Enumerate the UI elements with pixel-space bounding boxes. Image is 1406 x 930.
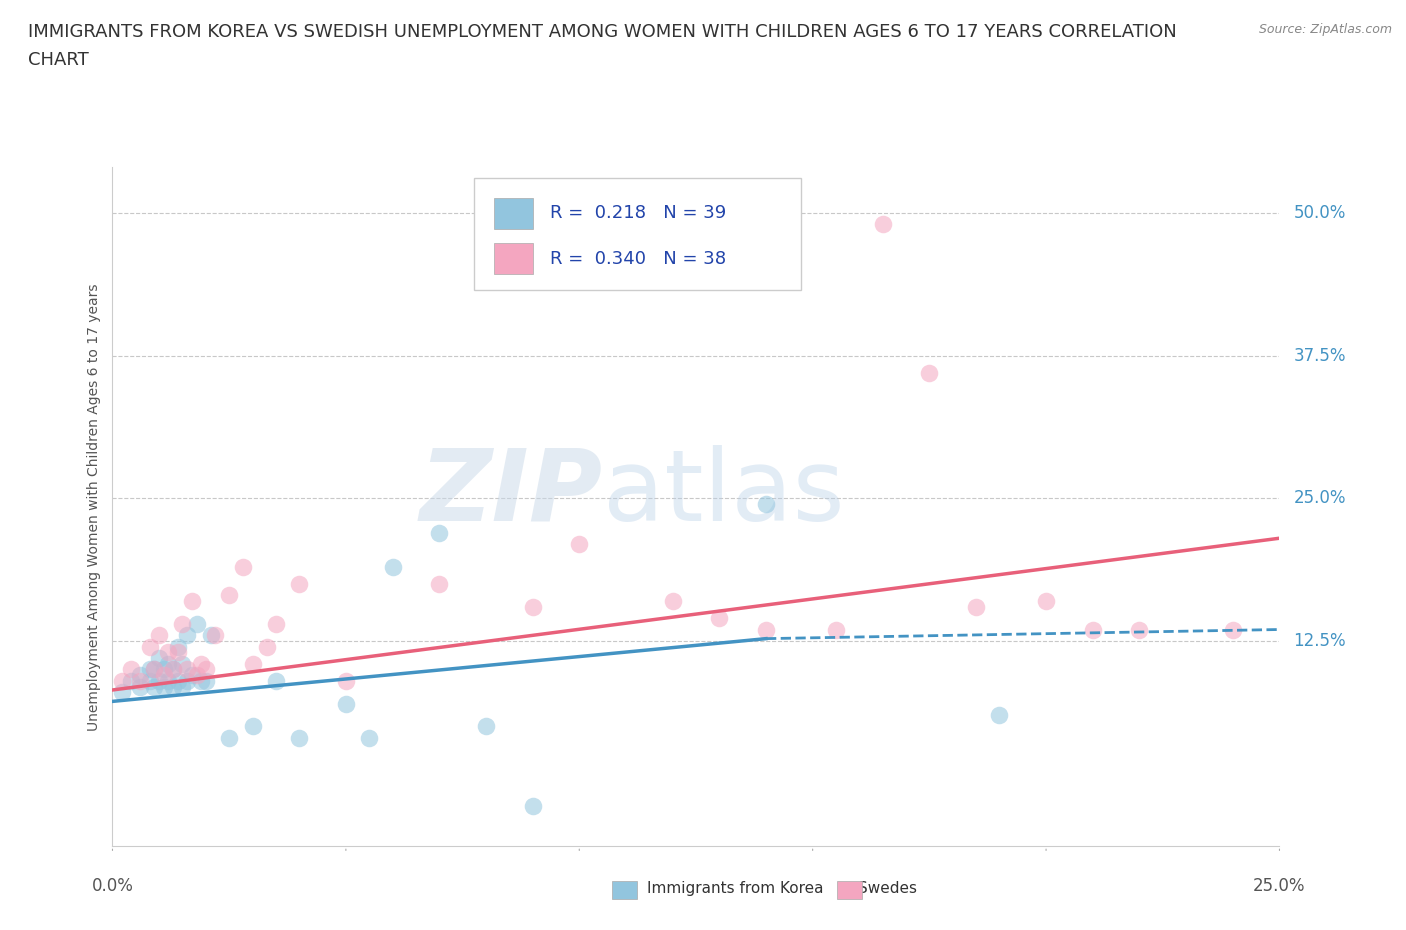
Point: [186, 668, 208, 683]
Point: [157, 657, 180, 671]
Point: [335, 673, 357, 688]
Point: [120, 673, 142, 688]
Point: [139, 662, 162, 677]
Point: [190, 657, 212, 671]
Point: [143, 662, 166, 677]
Text: Source: ZipAtlas.com: Source: ZipAtlas.com: [1258, 23, 1392, 36]
Point: [264, 673, 287, 688]
Point: [153, 668, 176, 683]
Point: [242, 657, 264, 671]
Point: [568, 537, 591, 551]
Text: IMMIGRANTS FROM KOREA VS SWEDISH UNEMPLOYMENT AMONG WOMEN WITH CHILDREN AGES 6 T: IMMIGRANTS FROM KOREA VS SWEDISH UNEMPLO…: [28, 23, 1177, 41]
Point: [162, 662, 184, 677]
Point: [157, 644, 180, 659]
Point: [872, 217, 894, 232]
Point: [166, 644, 188, 659]
Point: [218, 730, 240, 745]
Point: [129, 673, 152, 688]
Point: [264, 617, 287, 631]
Point: [709, 611, 731, 626]
Point: [139, 639, 162, 654]
Point: [1128, 622, 1150, 637]
Point: [166, 673, 188, 688]
Text: 25.0%: 25.0%: [1253, 877, 1306, 895]
Point: [218, 588, 240, 603]
Point: [522, 599, 544, 614]
Point: [242, 719, 264, 734]
Text: CHART: CHART: [28, 51, 89, 69]
Bar: [494, 198, 533, 229]
Text: 25.0%: 25.0%: [1294, 489, 1346, 507]
Text: 37.5%: 37.5%: [1294, 347, 1346, 365]
Point: [120, 662, 142, 677]
Bar: [494, 244, 533, 274]
Point: [194, 673, 217, 688]
Point: [180, 593, 202, 608]
Point: [166, 639, 188, 654]
Point: [256, 639, 278, 654]
Point: [359, 730, 381, 745]
Point: [111, 673, 134, 688]
Point: [825, 622, 848, 637]
Point: [988, 708, 1011, 723]
Point: [176, 628, 198, 643]
Point: [153, 679, 176, 694]
Text: R =  0.340   N = 38: R = 0.340 N = 38: [550, 250, 727, 268]
Point: [232, 559, 254, 574]
Point: [918, 365, 941, 380]
Point: [190, 673, 212, 688]
Point: [172, 617, 194, 631]
Point: [427, 525, 450, 540]
Point: [381, 559, 404, 574]
Text: 50.0%: 50.0%: [1294, 204, 1346, 222]
Point: [755, 622, 778, 637]
Point: [204, 628, 226, 643]
Point: [475, 719, 498, 734]
Point: [172, 679, 194, 694]
Point: [148, 651, 170, 666]
Point: [176, 662, 198, 677]
Point: [180, 668, 202, 683]
Text: Immigrants from Korea: Immigrants from Korea: [647, 881, 824, 896]
Point: [1081, 622, 1104, 637]
Point: [755, 497, 778, 512]
Point: [162, 662, 184, 677]
Point: [162, 679, 184, 694]
Point: [194, 662, 217, 677]
Point: [148, 628, 170, 643]
Text: Swedes: Swedes: [858, 881, 917, 896]
Point: [153, 662, 176, 677]
Point: [427, 577, 450, 591]
Y-axis label: Unemployment Among Women with Children Ages 6 to 17 years: Unemployment Among Women with Children A…: [87, 283, 101, 731]
Point: [176, 673, 198, 688]
Point: [143, 662, 166, 677]
Text: ZIP: ZIP: [419, 445, 603, 542]
Point: [139, 673, 162, 688]
Point: [111, 684, 134, 699]
Point: [157, 673, 180, 688]
Point: [143, 679, 166, 694]
Point: [129, 668, 152, 683]
Point: [288, 577, 311, 591]
Text: atlas: atlas: [603, 445, 844, 542]
Point: [965, 599, 987, 614]
Point: [335, 697, 357, 711]
Point: [661, 593, 683, 608]
Text: R =  0.218   N = 39: R = 0.218 N = 39: [550, 205, 727, 222]
Point: [186, 617, 208, 631]
Point: [522, 799, 544, 814]
Point: [129, 679, 152, 694]
Text: 12.5%: 12.5%: [1294, 631, 1346, 650]
Point: [148, 673, 170, 688]
Text: 0.0%: 0.0%: [91, 877, 134, 895]
Point: [172, 657, 194, 671]
Point: [1222, 622, 1244, 637]
Point: [1035, 593, 1057, 608]
Point: [288, 730, 311, 745]
Point: [200, 628, 222, 643]
FancyBboxPatch shape: [474, 178, 801, 289]
